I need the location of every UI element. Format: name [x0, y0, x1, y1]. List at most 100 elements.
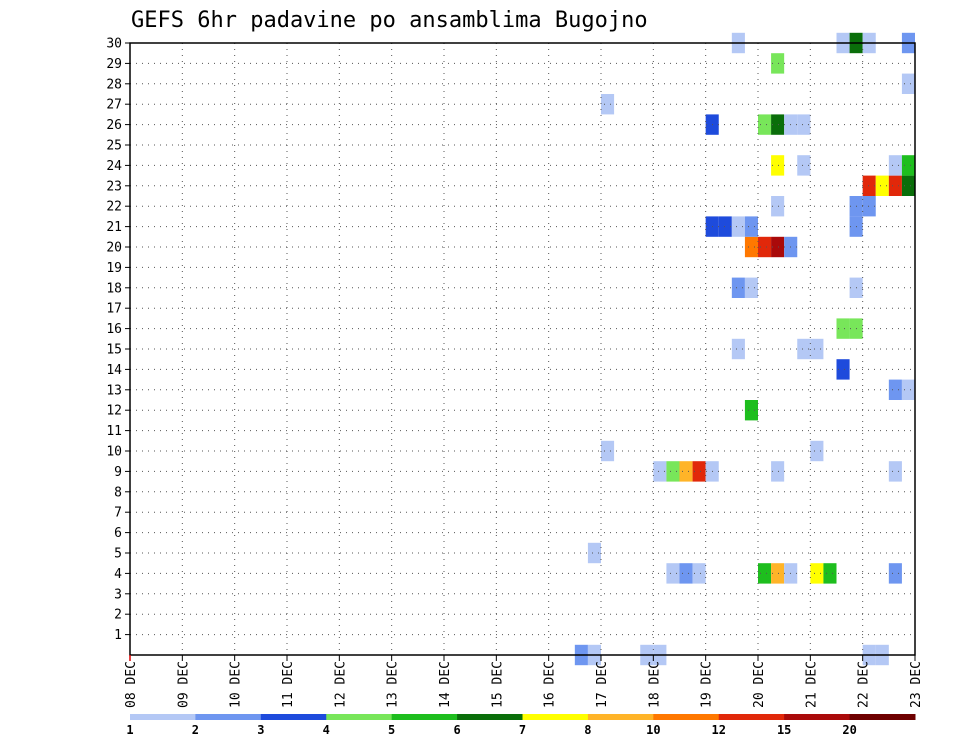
precip-cell: [771, 461, 785, 482]
precip-cell: [810, 338, 824, 360]
y-tick-label: 23: [106, 179, 122, 194]
x-tick-label: 20 DEC: [752, 661, 767, 708]
precip-cell: [679, 563, 693, 584]
y-tick-label: 9: [114, 465, 122, 480]
legend-label: 6: [453, 723, 460, 737]
precip-cell: [758, 236, 772, 258]
precip-cell: [888, 461, 902, 482]
y-tick-label: 29: [106, 57, 122, 72]
precip-cell: [888, 379, 902, 400]
x-axis: 08 DEC 09 DEC 10 DEC 11 DEC 12 DEC 13 DEC 14 D…: [124, 655, 924, 708]
precip-cell: [666, 563, 680, 584]
precip-cell: [862, 175, 876, 196]
y-tick-label: 13: [106, 383, 122, 398]
x-tick-label: 11 DEC: [281, 661, 296, 708]
legend-swatch: [391, 714, 458, 720]
precip-cell: [810, 563, 824, 584]
precip-cell: [744, 236, 758, 258]
precip-cell: [771, 236, 785, 258]
legend-swatch: [457, 714, 523, 720]
x-tick-label: 14 DEC: [438, 661, 453, 708]
precip-cell: [771, 155, 785, 176]
precip-cells: [574, 32, 915, 666]
legend-label: 10: [646, 723, 660, 737]
y-tick-label: 22: [106, 200, 122, 215]
precip-cell: [836, 359, 850, 380]
x-tick-label: 17 DEC: [595, 661, 610, 708]
y-tick-label: 16: [106, 322, 122, 337]
y-tick-label: 18: [106, 281, 122, 296]
precip-cell: [901, 155, 915, 176]
y-tick-label: 27: [106, 98, 122, 113]
precip-cell: [771, 114, 785, 135]
precip-cell: [888, 563, 902, 584]
x-tick-label: 22 DEC: [857, 661, 872, 708]
y-tick-label: 14: [106, 363, 122, 378]
y-tick-label: 7: [114, 506, 122, 521]
legend-swatch: [260, 714, 327, 720]
legend-swatch: [130, 714, 196, 720]
precip-cell: [823, 563, 837, 584]
y-tick-label: 26: [106, 118, 122, 133]
x-tick-label: 12 DEC: [333, 661, 348, 708]
legend-label: 20: [842, 723, 856, 737]
precip-cell: [888, 175, 902, 196]
legend-swatch: [522, 714, 589, 720]
precip-cell: [587, 542, 601, 564]
legend-label: 12: [712, 723, 726, 737]
x-tick-label: 23 DEC: [909, 661, 924, 708]
y-tick-label: 17: [106, 302, 122, 317]
precip-cell: [666, 461, 680, 482]
precip-cell: [758, 114, 772, 135]
precip-cell: [836, 318, 850, 339]
precip-cell: [731, 338, 745, 360]
precip-cell: [692, 563, 706, 584]
precip-cell: [744, 216, 758, 237]
y-tick-label: 3: [114, 587, 122, 602]
precip-cell: [862, 196, 876, 217]
precip-cell: [601, 94, 615, 115]
y-tick-label: 19: [106, 261, 122, 276]
gridlines: [130, 43, 915, 655]
y-tick-label: 1: [114, 628, 122, 643]
y-tick-label: 12: [106, 404, 122, 419]
y-tick-label: 8: [114, 485, 122, 500]
color-legend: 1 2 3 4 5 6 7 8 10 12 15 20: [126, 714, 916, 737]
precip-cell: [797, 114, 811, 135]
precip-cell: [731, 277, 745, 298]
x-tick-label: 16 DEC: [543, 661, 558, 708]
y-tick-label: 24: [106, 159, 122, 174]
precip-cell: [771, 196, 785, 217]
precip-cell: [744, 277, 758, 298]
precip-cell: [758, 563, 772, 584]
precip-cell: [901, 73, 915, 94]
legend-swatch: [718, 714, 785, 720]
y-tick-label: 11: [106, 424, 122, 439]
precip-cell: [601, 440, 615, 462]
legend-swatch: [195, 714, 262, 720]
y-tick-label: 30: [106, 37, 122, 52]
precip-cell: [692, 461, 706, 482]
legend-swatch: [326, 714, 393, 720]
precip-cell: [718, 216, 732, 237]
y-tick-label: 2: [114, 608, 122, 623]
x-tick-label: 08 DEC: [124, 661, 139, 708]
x-tick-label: 13 DEC: [386, 661, 401, 708]
legend-swatch: [587, 714, 654, 720]
y-tick-label: 15: [106, 343, 122, 358]
precip-cell: [653, 461, 667, 482]
y-tick-label: 4: [114, 567, 122, 582]
chart-title: GEFS 6hr padavine po ansamblima Bugojno: [131, 8, 648, 33]
y-tick-label: 6: [114, 526, 122, 541]
precip-cell: [771, 563, 785, 584]
precip-cell: [797, 338, 811, 360]
precip-cell: [888, 155, 902, 176]
legend-label: 1: [126, 723, 133, 737]
y-axis: 1234567891011121314151617181920212223242…: [106, 37, 130, 643]
precip-cell: [901, 379, 915, 400]
x-tick-label: 18 DEC: [647, 661, 662, 708]
legend-label: 2: [192, 723, 199, 737]
precip-cell: [875, 175, 889, 196]
legend-label: 15: [777, 723, 791, 737]
